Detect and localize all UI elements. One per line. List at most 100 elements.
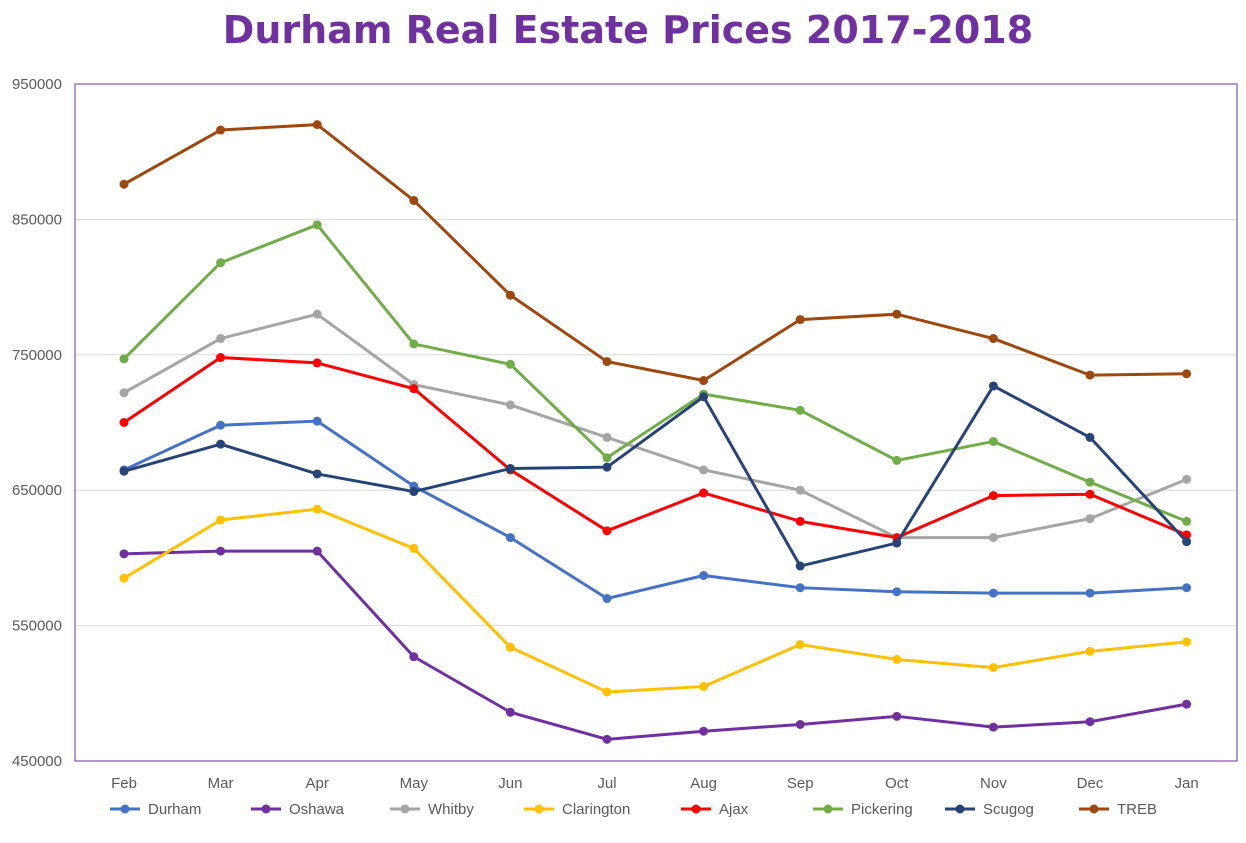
legend-label: Clarington [562,801,630,818]
series-line [122,312,1189,540]
data-point [892,587,902,597]
data-point [795,719,805,729]
data-point [1182,699,1192,709]
data-point [699,726,709,736]
legend-label: Oshawa [289,801,345,818]
data-point [505,533,515,543]
data-point [505,464,515,474]
data-point [119,466,129,476]
legend-swatch-marker [955,804,965,814]
x-tick-label: Apr [306,775,329,792]
data-point [988,436,998,446]
data-point [602,357,612,367]
data-point [1085,432,1095,442]
data-point [795,561,805,571]
legend-label: TREB [1117,801,1157,818]
series-line [122,419,1189,601]
data-point [988,334,998,344]
y-tick-label: 650000 [12,482,62,499]
data-point [602,453,612,463]
data-point [119,573,129,583]
data-point [699,465,709,475]
data-point [892,711,902,721]
data-point [119,388,129,398]
legend-label: Whitby [428,801,474,818]
x-tick-label: Jun [498,775,522,792]
series-line [122,223,1189,523]
legend-label: Scugog [983,801,1034,818]
data-point [312,220,322,230]
data-point [699,682,709,692]
y-axis-ticks: 950000 850000 750000 650000 550000 450000 [12,76,62,770]
data-point [795,583,805,593]
legend-item-ajax: Ajax [681,801,749,818]
data-point [409,652,419,662]
data-point [505,642,515,652]
data-point [699,392,709,402]
y-tick-label: 750000 [12,347,62,364]
legend-swatch-marker [120,804,130,814]
legend-item-treb: TREB [1079,801,1157,818]
legend-item-oshawa: Oshawa [251,801,345,818]
series-scugog [119,381,1192,571]
x-tick-label: Jul [597,775,616,792]
x-tick-label: Nov [980,775,1007,792]
data-point [1085,489,1095,499]
series-durham [119,416,1192,604]
data-point [795,315,805,325]
data-point [1182,474,1192,484]
series-treb [119,120,1192,386]
y-tick-label: 850000 [12,211,62,228]
series-line [122,384,1189,568]
legend-swatch-marker [823,804,833,814]
series-pickering [119,220,1192,526]
legend-item-scugog: Scugog [945,801,1034,818]
series-line [122,356,1189,540]
data-point [892,309,902,319]
data-point [312,504,322,514]
data-point [988,588,998,598]
legend-label: Durham [148,801,201,818]
data-point [216,546,226,556]
data-point [505,707,515,717]
data-point [216,420,226,430]
legend-swatch-marker [691,804,701,814]
data-point [216,439,226,449]
legend-item-whitby: Whitby [390,801,474,818]
data-point [602,594,612,604]
data-point [119,418,129,427]
data-point [1085,717,1095,727]
y-tick-label: 950000 [12,76,62,93]
data-point [505,400,515,410]
data-point [505,290,515,300]
data-point [1085,514,1095,524]
data-point [312,358,322,368]
data-point [602,526,612,536]
data-point [409,339,419,349]
legend-swatch-marker [400,804,410,814]
chart-title: Durham Real Estate Prices 2017-2018 [222,8,1034,52]
data-point [1182,369,1192,379]
legend-label: Ajax [719,801,749,818]
data-point [988,381,998,391]
data-point [409,195,419,205]
series-line [122,123,1189,383]
data-point [216,125,226,135]
series-line [122,549,1189,741]
data-point [1085,646,1095,656]
legend-item-clarington: Clarington [524,801,630,818]
x-tick-label: Sep [787,775,814,792]
data-point [312,416,322,426]
data-point [312,309,322,319]
y-tick-label: 550000 [12,618,62,635]
data-point [699,376,709,386]
x-tick-label: Jan [1175,775,1199,792]
data-point [312,469,322,479]
data-point [795,516,805,526]
data-point [216,515,226,525]
series-clarington [119,504,1192,697]
data-point [988,533,998,543]
x-tick-label: Aug [690,775,717,792]
data-point [1182,516,1192,526]
